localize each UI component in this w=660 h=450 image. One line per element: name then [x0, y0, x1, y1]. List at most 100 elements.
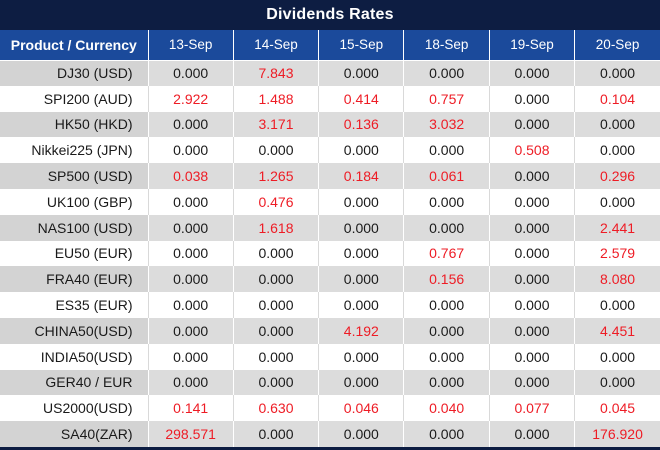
header-row: Product / Currency 13-Sep 14-Sep 15-Sep … [0, 30, 660, 61]
rate-cell: 0.000 [403, 343, 490, 370]
rate-cell: 0.000 [147, 111, 234, 138]
rate-cell: 0.000 [147, 343, 234, 370]
table-row: SA40(ZAR) 298.571 0.000 0.000 0.000 0.000 176.… [0, 421, 660, 447]
rate-cell: 0.000 [403, 137, 490, 164]
product-cell: GER40 / EUR [0, 369, 148, 396]
rate-cell: 0.000 [488, 266, 575, 293]
rate-cell: 0.000 [403, 369, 490, 396]
rate-cell: 0.000 [488, 369, 575, 396]
rate-cell: 0.000 [403, 292, 490, 318]
rate-cell: 0.000 [147, 369, 234, 396]
rates-tbody: DJ30 (USD) 0.000 7.843 0.000 0.000 0.000 0.000… [0, 60, 660, 447]
rate-cell: 0.000 [318, 240, 404, 267]
product-cell: UK100 (GBP) [0, 188, 148, 215]
rate-cell: 0.000 [318, 343, 404, 370]
rate-cell: 1.265 [232, 163, 319, 189]
rate-cell: 0.000 [147, 317, 234, 344]
rate-cell: 0.000 [574, 111, 660, 138]
rate-cell: 0.000 [403, 317, 490, 344]
product-cell: ES35 (EUR) [0, 292, 148, 318]
table-row: Nikkei225 (JPN) 0.000 0.000 0.000 0.000 0.508… [0, 137, 660, 164]
product-cell: DJ30 (USD) [0, 60, 148, 86]
rate-cell: 0.000 [574, 292, 660, 318]
rate-cell: 0.000 [318, 137, 404, 164]
rate-cell: 7.843 [232, 60, 319, 86]
product-cell: SPI200 (AUD) [0, 85, 148, 112]
rate-cell: 0.757 [403, 85, 490, 112]
rate-cell: 4.451 [574, 317, 660, 344]
rate-cell: 4.192 [318, 317, 404, 344]
rate-cell: 0.000 [574, 60, 660, 86]
rate-cell: 0.414 [318, 85, 404, 112]
rate-cell: 0.077 [488, 395, 575, 422]
rate-cell: 0.000 [232, 137, 319, 164]
rate-cell: 0.000 [232, 421, 319, 447]
rate-cell: 0.000 [147, 60, 234, 86]
table-row: US2000(USD) 0.141 0.630 0.046 0.040 0.077 0.04… [0, 395, 660, 422]
rate-cell: 0.000 [147, 266, 234, 293]
table-row: EU50 (EUR) 0.000 0.000 0.000 0.767 0.000 2.579 [0, 240, 660, 267]
rate-cell: 0.000 [488, 317, 575, 344]
rate-cell: 0.000 [232, 343, 319, 370]
rate-cell: 0.000 [147, 188, 234, 215]
rate-cell: 0.000 [318, 60, 404, 86]
column-header-date: 15-Sep [318, 30, 405, 61]
rate-cell: 0.000 [147, 137, 234, 164]
product-cell: FRA40 (EUR) [0, 266, 148, 293]
table-row: CHINA50(USD) 0.000 0.000 4.192 0.000 0.000 4.4… [0, 317, 660, 344]
rate-cell: 0.000 [488, 60, 575, 86]
rate-cell: 0.000 [403, 421, 490, 447]
column-header-product-currency: Product / Currency [0, 30, 149, 61]
rate-cell: 0.000 [318, 188, 404, 215]
rate-cell: 0.184 [318, 163, 404, 189]
rate-cell: 0.767 [403, 240, 490, 267]
column-header-date: 14-Sep [232, 30, 320, 61]
rate-cell: 0.156 [403, 266, 490, 293]
rate-cell: 2.579 [574, 240, 660, 267]
rate-cell: 0.038 [147, 163, 234, 189]
product-cell: HK50 (HKD) [0, 111, 148, 138]
rate-cell: 0.476 [232, 188, 319, 215]
product-cell: SA40(ZAR) [0, 421, 148, 447]
rate-cell: 0.296 [574, 163, 660, 189]
table-row: INDIA50(USD) 0.000 0.000 0.000 0.000 0.000 0.0… [0, 343, 660, 370]
rate-cell: 8.080 [574, 266, 660, 293]
column-header-date: 19-Sep [488, 30, 576, 61]
rate-cell: 0.000 [318, 292, 404, 318]
rate-cell: 0.000 [488, 214, 575, 241]
rate-cell: 0.000 [488, 85, 575, 112]
product-cell: Nikkei225 (JPN) [0, 137, 148, 164]
rate-cell: 0.136 [318, 111, 404, 138]
rate-cell: 2.441 [574, 214, 660, 241]
rate-cell: 0.000 [232, 240, 319, 267]
rate-cell: 1.488 [232, 85, 319, 112]
table-row: HK50 (HKD) 0.000 3.171 0.136 3.032 0.000 0.000 [0, 111, 660, 138]
table-row: DJ30 (USD) 0.000 7.843 0.000 0.000 0.000 0.000 [0, 60, 660, 86]
rate-cell: 0.000 [318, 369, 404, 396]
table-row: UK100 (GBP) 0.000 0.476 0.000 0.000 0.000 0.00… [0, 188, 660, 215]
rate-cell: 0.000 [232, 369, 319, 396]
product-cell: CHINA50(USD) [0, 317, 148, 344]
rate-cell: 0.000 [574, 343, 660, 370]
table-row: FRA40 (EUR) 0.000 0.000 0.000 0.156 0.000 8.08… [0, 266, 660, 293]
rate-cell: 0.000 [147, 214, 234, 241]
table-row: ES35 (EUR) 0.000 0.000 0.000 0.000 0.000 0.000 [0, 292, 660, 318]
rate-cell: 0.000 [574, 188, 660, 215]
rate-cell: 2.922 [147, 85, 234, 112]
rate-cell: 0.000 [232, 317, 319, 344]
rate-cell: 0.000 [574, 137, 660, 164]
table-row: SPI200 (AUD) 2.922 1.488 0.414 0.757 0.000 0.1… [0, 85, 660, 112]
rate-cell: 0.000 [488, 421, 575, 447]
rate-cell: 0.000 [488, 188, 575, 215]
rate-cell: 0.045 [574, 395, 660, 422]
rate-cell: 0.000 [488, 343, 575, 370]
product-cell: SP500 (USD) [0, 163, 148, 189]
product-cell: NAS100 (USD) [0, 214, 148, 241]
rate-cell: 176.920 [574, 421, 660, 447]
rate-cell: 0.000 [488, 292, 575, 318]
rate-cell: 0.000 [403, 60, 490, 86]
product-cell: EU50 (EUR) [0, 240, 148, 267]
rate-cell: 0.040 [403, 395, 490, 422]
rate-cell: 0.141 [147, 395, 234, 422]
